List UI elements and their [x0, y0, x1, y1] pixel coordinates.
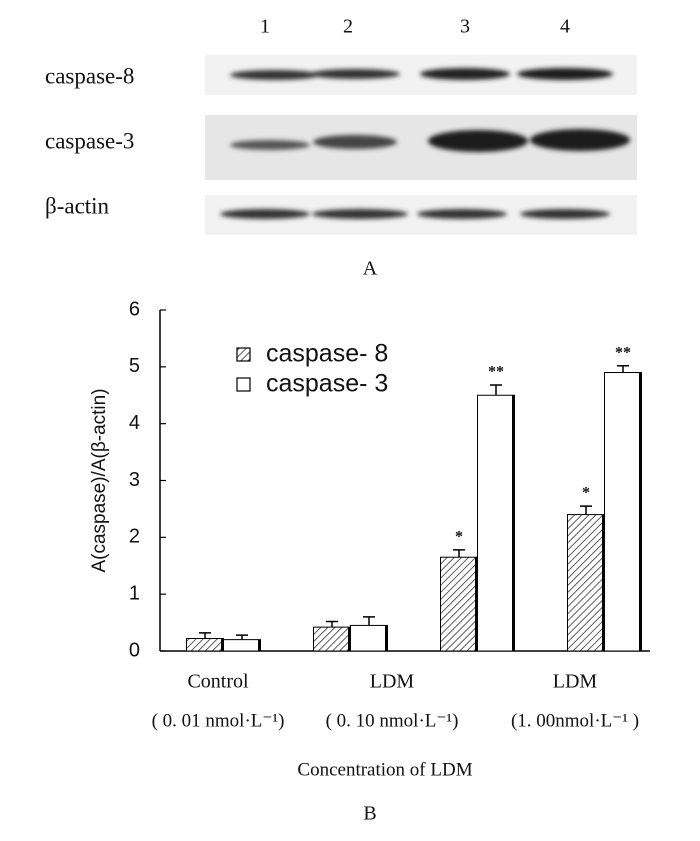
- panel-label: A: [363, 258, 378, 280]
- bar: [440, 556, 478, 652]
- x-label: Control: [187, 671, 249, 693]
- western-blot: [205, 55, 637, 235]
- bar: [186, 637, 224, 652]
- lane-label: 2: [343, 16, 353, 38]
- legend-swatch: [236, 377, 251, 392]
- x-axis-title: Concentration of LDM: [297, 759, 472, 780]
- legend-label: caspase- 8: [266, 340, 388, 368]
- bar: [567, 514, 605, 652]
- y-tick-label: 1: [129, 582, 140, 604]
- error-bar: [580, 505, 592, 515]
- y-tick-label: 0: [129, 639, 140, 661]
- y-tick-label: 4: [129, 412, 140, 434]
- bar: [350, 624, 388, 652]
- error-bar: [199, 632, 211, 639]
- error-bar: [236, 634, 248, 640]
- y-tick-label: 6: [129, 298, 140, 320]
- x-label: LDM: [553, 671, 598, 693]
- bar: [604, 372, 642, 652]
- significance-mark: **: [488, 364, 504, 381]
- panel-label: B: [363, 803, 376, 825]
- bar: [223, 639, 261, 652]
- x-label: ( 0. 10 nmol·L⁻¹): [326, 710, 459, 731]
- row-label: caspase-8: [45, 63, 134, 88]
- error-bar: [326, 620, 338, 628]
- y-axis-title: A(caspase)/A(β-actin): [89, 388, 110, 572]
- x-label: (1. 00nmol·L⁻¹ ): [511, 710, 639, 731]
- error-bar: [490, 384, 502, 396]
- legend-label: caspase- 3: [266, 370, 388, 398]
- x-label: ( 0. 01 nmol·L⁻¹): [152, 710, 285, 731]
- error-bar: [617, 364, 629, 373]
- y-tick-label: 2: [129, 526, 140, 548]
- error-bar: [453, 549, 465, 558]
- bar: [313, 626, 351, 652]
- error-bar: [363, 616, 375, 626]
- y-tick-label: 5: [129, 355, 140, 377]
- x-label: LDM: [370, 671, 415, 693]
- lane-label: 1: [260, 16, 270, 38]
- lane-label: 4: [560, 16, 570, 38]
- legend-swatch: [236, 347, 251, 362]
- significance-mark: *: [582, 485, 590, 502]
- significance-mark: *: [455, 529, 463, 546]
- bands: [220, 68, 630, 219]
- row-label: β-actin: [45, 193, 110, 218]
- significance-mark: **: [615, 344, 631, 361]
- bar: [477, 394, 515, 652]
- y-tick-label: 3: [129, 469, 140, 491]
- row-label: caspase-3: [45, 128, 134, 153]
- lane-label: 3: [460, 16, 470, 38]
